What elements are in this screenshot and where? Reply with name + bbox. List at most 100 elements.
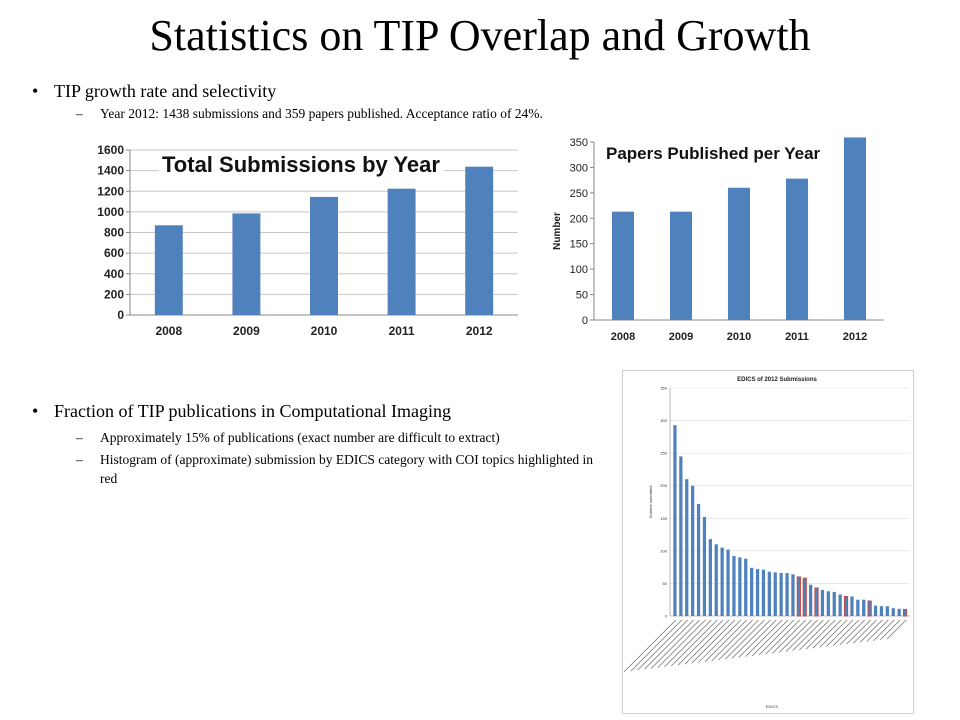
histogram-bar-highlighted (902, 608, 908, 617)
category-label-strip (866, 619, 889, 642)
category-label-strip (819, 619, 848, 648)
category-label-strip (886, 619, 907, 640)
histogram-bar (809, 584, 813, 616)
histogram-bar (714, 544, 718, 616)
category-label-strip (677, 619, 724, 666)
bar-2011 (785, 178, 809, 320)
histogram-bar (702, 516, 707, 616)
total-submissions-chart: 0 200 400 600 800 1000 1200 1400 1600 2008 2009 201… (82, 132, 522, 355)
y-tick-label: 250 (570, 188, 588, 200)
histogram-bar (785, 573, 789, 616)
x-tick-label: 2008 (155, 324, 182, 338)
y-tick-label: 200 (104, 287, 124, 301)
category-label-strip (731, 619, 771, 659)
category-label-strip (644, 619, 694, 670)
category-label-strip (664, 619, 712, 668)
y-tick-label: 150 (660, 516, 667, 521)
y-tick-label: 350 (660, 386, 667, 391)
y-tick-label: 0 (665, 614, 668, 619)
category-label-strip (826, 619, 854, 647)
chart-background (622, 370, 914, 714)
histogram-bar (879, 606, 884, 616)
x-tick-label: 2012 (843, 331, 867, 343)
category-label-strip (758, 619, 795, 656)
histogram-bar (791, 574, 795, 616)
histogram-bar (850, 596, 854, 616)
sub-bullet-2012: – Year 2012: 1438 submissions and 359 pap… (76, 104, 543, 123)
y-tick-label: 200 (570, 213, 588, 225)
histogram-bar (708, 539, 712, 616)
y-tick-label: 250 (660, 451, 667, 456)
bullet-fraction: • Fraction of TIP publications in Computa… (32, 400, 451, 422)
x-tick-label: 2010 (727, 331, 751, 343)
histogram-bar (773, 572, 777, 616)
histogram-bar (826, 591, 830, 616)
y-tick-label: 0 (117, 308, 124, 322)
y-tick-label: 350 (570, 137, 588, 149)
histogram-bar (738, 557, 742, 616)
chart-background (538, 132, 898, 354)
category-label-strip (792, 619, 824, 652)
y-axis-label: Number submitted (648, 486, 653, 519)
category-label-strip (738, 619, 777, 658)
category-label-strip (812, 619, 842, 649)
histogram-bar (838, 594, 842, 616)
histogram-bar-highlighted (796, 576, 801, 617)
y-tick-label: 300 (660, 418, 667, 423)
histogram-bar (873, 605, 878, 616)
sub-bullet-2012-text: Year 2012: 1438 submissions and 359 pape… (100, 106, 543, 121)
histogram-bar-highlighted (867, 600, 872, 617)
category-label-strip (671, 619, 718, 667)
x-tick-label: 2009 (233, 324, 260, 338)
category-label-strip (772, 619, 806, 654)
histogram-bar (856, 599, 860, 616)
bar-2012 (843, 137, 867, 320)
edics-histogram-svg: EDICS of 2012 Submissions 0 50 100 150 200 250… (622, 370, 914, 714)
y-tick-label: 100 (570, 264, 588, 276)
histogram-bar (862, 599, 866, 616)
histogram-bar (779, 573, 783, 616)
slide-title: Statistics on TIP Overlap and Growth (149, 11, 811, 60)
x-tick-label: 2011 (785, 331, 809, 343)
histogram-bar (679, 456, 683, 616)
bar-2010 (310, 196, 338, 315)
papers-published-chart: 0 50 100 150 200 250 300 350 2008 2009 2010 2011 201… (538, 132, 898, 359)
bullet-growth: • TIP growth rate and selectivity (32, 80, 276, 102)
sub-bullet-approx: – Approximately 15% of publications (exac… (76, 428, 586, 447)
total-submissions-svg: 0 200 400 600 800 1000 1200 1400 1600 2008 2009 201… (82, 132, 522, 350)
edics-histogram-chart: EDICS of 2012 Submissions 0 50 100 150 200 250… (622, 370, 914, 719)
histogram-bar (696, 503, 701, 616)
chart-title: Papers Published per Year (606, 144, 821, 163)
x-tick-label: 2012 (466, 324, 493, 338)
sub-bullet-histogram-text: Histogram of (approximate) submission by… (100, 452, 594, 486)
category-label-strip (832, 619, 860, 647)
bar-2010 (727, 187, 751, 320)
category-label-strip (711, 619, 753, 662)
y-tick-label: 1000 (97, 205, 124, 219)
category-label-strip (623, 619, 677, 673)
category-label-strip (637, 619, 688, 671)
histogram-bar (767, 571, 771, 616)
histogram-bar (885, 606, 889, 616)
category-label-strip (805, 619, 836, 650)
histogram-bar (691, 485, 695, 616)
dash-glyph: – (76, 106, 83, 121)
category-label-strip (785, 619, 818, 652)
papers-published-svg: 0 50 100 150 200 250 300 350 2008 2009 2010 2011 201… (538, 132, 898, 354)
histogram-bar (761, 569, 766, 616)
sub-bullet-approx-text: Approximately 15% of publications (exact… (100, 430, 500, 445)
bar-2012 (465, 166, 494, 315)
bar-2008 (611, 211, 635, 320)
histogram-bar (891, 608, 895, 616)
y-tick-label: 0 (582, 315, 588, 327)
category-label-strip (839, 619, 865, 646)
y-tick-label: 100 (660, 548, 667, 553)
histogram-bar (720, 547, 724, 616)
bullet-growth-text: TIP growth rate and selectivity (54, 81, 277, 101)
y-tick-label: 50 (663, 581, 668, 586)
x-tick-label: 2011 (389, 324, 415, 338)
histogram-bar (673, 425, 677, 616)
histogram-bar (726, 549, 730, 616)
x-tick-label: 2010 (311, 324, 338, 338)
category-label-strip (880, 619, 901, 641)
